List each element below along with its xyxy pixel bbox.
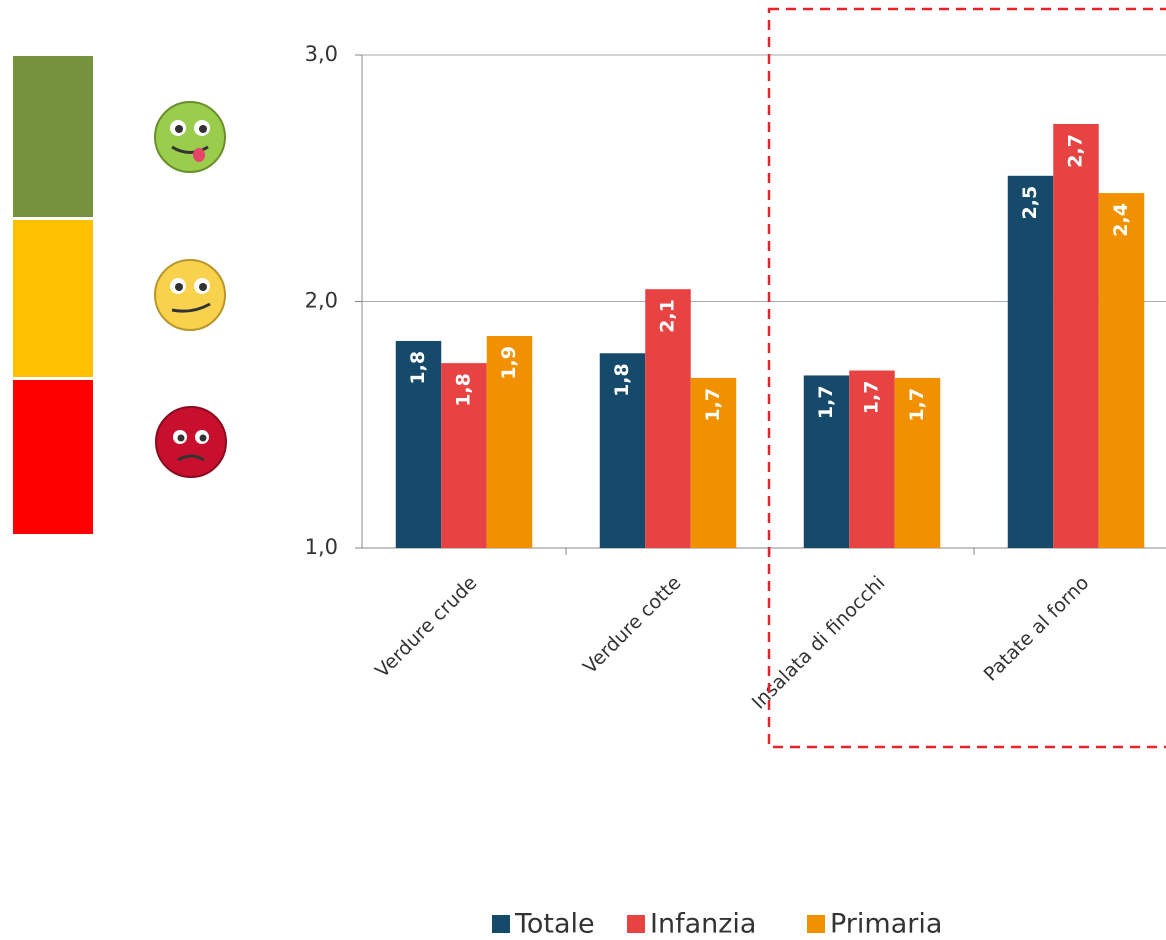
value-label: 1,7 — [815, 385, 837, 419]
value-label: 1,7 — [861, 381, 883, 415]
value-label: 2,5 — [1019, 186, 1041, 220]
legend-item: Infanzia — [627, 909, 756, 940]
rating-scale — [13, 56, 227, 534]
scale-bad — [13, 380, 93, 534]
value-label: 1,8 — [611, 363, 633, 397]
highlight-box — [767, 7, 1166, 749]
x-tick-label: Verdure cotte — [579, 572, 685, 678]
emoji-neutral — [154, 259, 226, 331]
bar — [1007, 175, 1054, 548]
x-tick-label: Patate al forno — [980, 572, 1094, 686]
emoji-sad — [155, 406, 227, 478]
legend-label: Infanzia — [650, 909, 756, 940]
value-label: 2,7 — [1065, 134, 1087, 168]
bar — [395, 340, 442, 548]
legend-item: Totale — [492, 909, 595, 940]
legend-item: Primaria — [807, 909, 942, 940]
legend-swatch — [492, 915, 510, 933]
bar — [645, 289, 691, 548]
y-tick-label: 3,0 — [305, 42, 338, 66]
bar — [894, 377, 941, 548]
legend-swatch — [807, 915, 825, 933]
value-label: 2,1 — [657, 299, 679, 333]
legend-label: Totale — [514, 909, 595, 940]
scale-neutral — [13, 220, 93, 377]
value-label: 1,8 — [453, 373, 475, 407]
bar — [690, 377, 737, 548]
x-tick-label: Verdure crude — [371, 572, 481, 682]
legend-label: Primaria — [830, 909, 942, 940]
value-label: 1,9 — [498, 346, 520, 380]
y-tick-label: 2,0 — [305, 289, 338, 313]
legend-swatch — [627, 915, 645, 933]
value-label: 1,7 — [906, 388, 928, 422]
value-label: 1,8 — [407, 351, 429, 385]
bar — [849, 370, 895, 548]
value-label: 1,7 — [702, 388, 724, 422]
bar — [1053, 124, 1099, 549]
bar — [1098, 193, 1145, 549]
emoji-happy — [154, 101, 226, 173]
bar — [441, 363, 487, 548]
scale-good — [13, 56, 93, 217]
bar — [486, 336, 533, 548]
y-tick-label: 1,0 — [305, 535, 338, 559]
value-label: 2,4 — [1110, 203, 1132, 237]
bar — [803, 375, 850, 548]
bar — [599, 353, 646, 548]
